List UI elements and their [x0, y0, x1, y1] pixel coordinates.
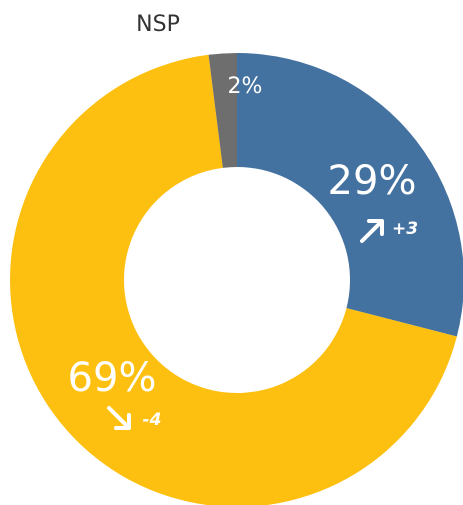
value-label: 2%: [228, 74, 263, 99]
donut-segment: [237, 53, 463, 337]
change-arrow: [107, 406, 131, 430]
category-label: NSP: [136, 12, 180, 37]
value-label: 29%: [328, 158, 417, 204]
donut-segment: [10, 54, 457, 505]
change-arrow: [360, 219, 384, 243]
donut-segment: [208, 53, 237, 168]
change-label: +3: [392, 219, 418, 239]
value-label: 69%: [68, 355, 157, 401]
change-label: -4: [143, 410, 162, 430]
